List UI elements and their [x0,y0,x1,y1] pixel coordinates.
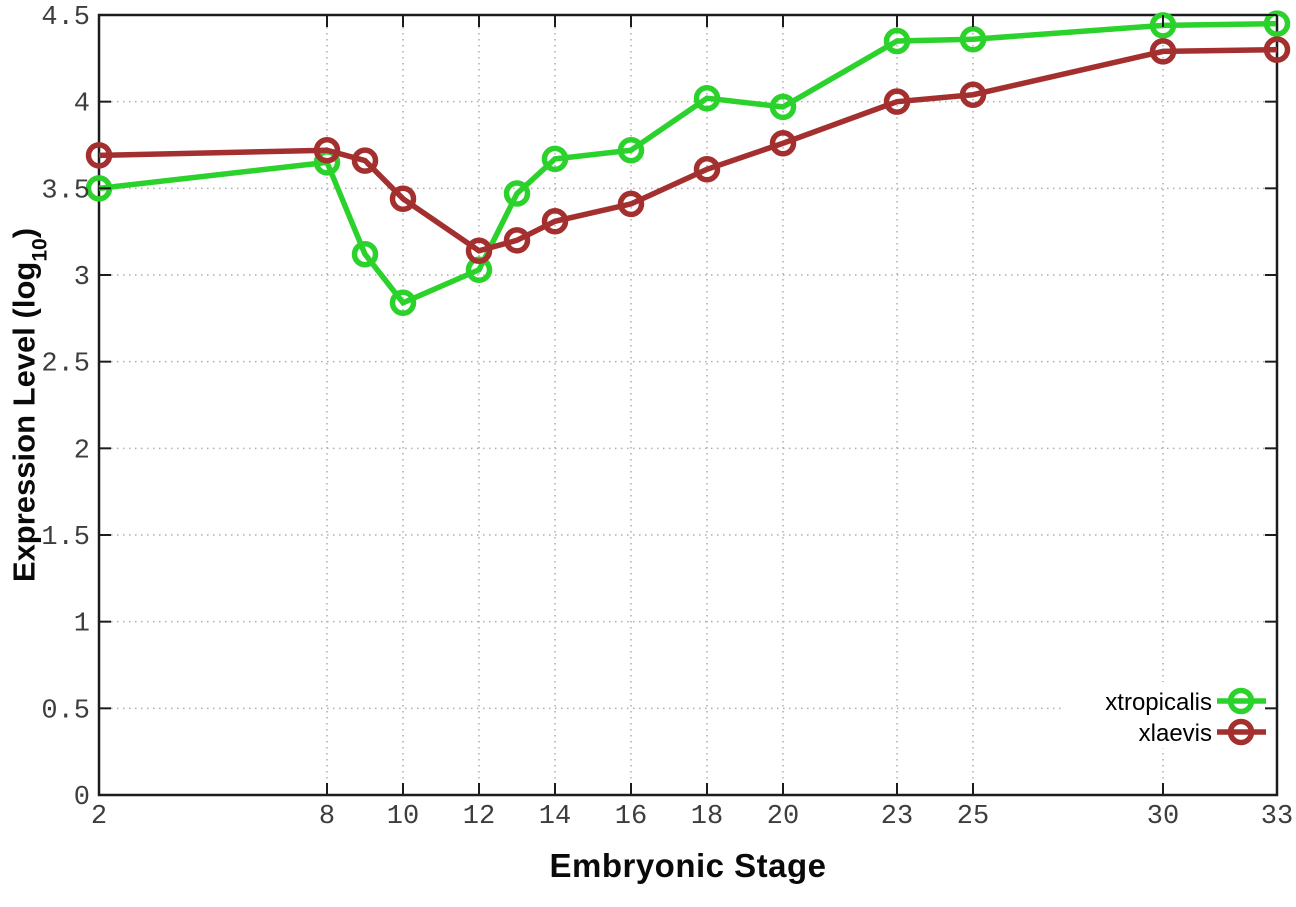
y-tick-label: 4 [74,90,90,120]
legend-label-xtropicalis: xtropicalis [1105,689,1212,716]
grid-lines [98,14,1278,796]
y-tick-label: 1.5 [41,523,90,553]
series-line-xlaevis [98,46,1278,254]
data-point-xtropicalis-stage-9 [351,240,379,268]
data-point-xtropicalis-stage-25 [959,26,987,53]
data-point-xlaevis-stage-33 [1263,36,1291,63]
data-point-xtropicalis-stage-18 [693,84,721,112]
x-tick-label: 10 [387,802,419,832]
y-tick-label: 3 [74,263,90,293]
data-point-xlaevis-stage-8 [313,136,341,164]
axis-ticks [98,14,1278,796]
x-tick-label: 18 [691,802,723,832]
x-tick-label: 30 [1147,802,1179,832]
data-point-xlaevis-stage-16 [617,190,645,218]
x-tick-label: 12 [463,802,495,832]
y-tick-label: 1 [74,610,90,640]
data-point-xlaevis-stage-13 [503,227,531,254]
data-point-xlaevis-stage-18 [693,156,721,183]
legend: xtropicalis xlaevis [1062,682,1274,748]
data-point-xlaevis-stage-30 [1149,38,1177,65]
axis-tick-labels: 2 8 10 12 14 16 18 20 23 25 30 33 0 0.5 1 1.5 2 2.5 3 3.5 4 4… [41,3,1293,832]
data-point-xtropicalis-stage-30 [1149,12,1177,39]
y-tick-label: 4.5 [41,3,90,33]
x-tick-label: 14 [539,802,571,832]
data-point-xtropicalis-stage-13 [503,180,531,207]
data-point-xtropicalis-stage-20 [769,93,797,121]
y-axis-title-prefix: Expression Level (log [6,261,42,583]
y-tick-label: 0.5 [41,696,90,726]
data-point-xlaevis-stage-9 [351,147,379,174]
x-axis-title: Embryonic Stage [549,847,827,884]
legend-label-xlaevis: xlaevis [1139,720,1212,747]
data-point-xlaevis-stage-12 [465,237,493,264]
x-tick-label: 8 [319,802,335,832]
x-tick-label: 23 [881,802,913,832]
x-tick-label: 25 [957,802,989,832]
y-tick-label: 2.5 [41,350,90,380]
data-point-xlaevis-stage-10 [389,185,417,212]
data-point-xlaevis-stage-14 [541,208,569,235]
data-point-xtropicalis-stage-14 [541,145,569,173]
data-point-xlaevis-stage-2 [85,142,113,169]
data-point-xlaevis-stage-25 [959,81,987,108]
data-point-xtropicalis-stage-10 [389,289,417,316]
x-tick-label: 16 [615,802,647,832]
y-axis-title-suffix: ) [6,227,42,239]
x-tick-label: 33 [1261,802,1293,832]
y-tick-label: 2 [74,436,90,466]
data-series [85,10,1291,316]
data-point-xtropicalis-stage-33 [1263,10,1291,37]
y-tick-label: 0 [74,783,90,813]
data-point-xlaevis-stage-23 [883,88,911,115]
x-tick-label: 2 [91,802,107,832]
plot-border [97,13,1279,797]
data-point-xlaevis-stage-20 [769,130,797,157]
y-axis-title-subscript: 10 [28,238,52,262]
x-tick-label: 20 [767,802,799,832]
data-point-xtropicalis-stage-23 [883,27,911,55]
legend-marker-xlaevis-icon [1217,718,1266,746]
data-point-xtropicalis-stage-16 [617,136,645,164]
y-axis-title: Expression Level (log10) [6,227,51,583]
legend-marker-xtropicalis-icon [1217,687,1266,715]
y-tick-label: 3.5 [41,176,90,206]
